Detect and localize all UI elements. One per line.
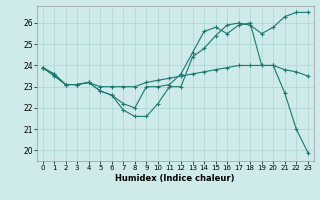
X-axis label: Humidex (Indice chaleur): Humidex (Indice chaleur) xyxy=(116,174,235,183)
